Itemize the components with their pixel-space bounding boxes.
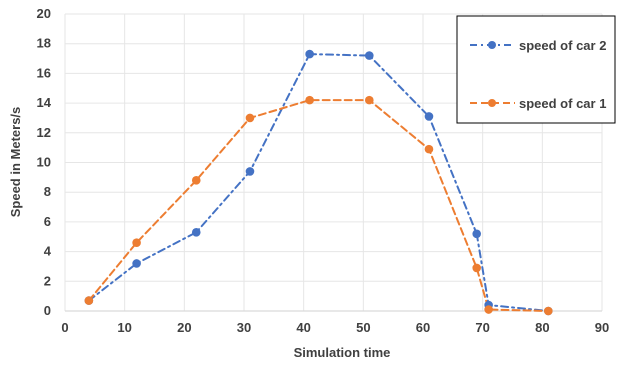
- x-tick-label: 50: [356, 320, 370, 335]
- data-point-speed-of-car-2: [424, 112, 434, 121]
- y-tick-label: 12: [37, 125, 51, 140]
- data-point-speed-of-car-2: [472, 229, 482, 239]
- y-tick-label: 8: [44, 184, 51, 199]
- legend-marker-speed-of-car-2: [488, 41, 496, 49]
- x-tick-label: 20: [177, 320, 191, 335]
- data-point-speed-of-car-2: [245, 167, 255, 176]
- data-point-speed-of-car-2: [191, 227, 201, 237]
- legend-marker-speed-of-car-1: [488, 99, 496, 107]
- x-tick-label: 30: [237, 320, 251, 335]
- y-tick-label: 4: [44, 244, 52, 259]
- x-tick-label: 90: [595, 320, 609, 335]
- data-point-speed-of-car-1: [365, 95, 374, 105]
- x-tick-label: 40: [296, 320, 310, 335]
- data-point-speed-of-car-1: [472, 263, 482, 273]
- y-tick-label: 20: [37, 6, 51, 21]
- data-point-speed-of-car-2: [365, 51, 374, 60]
- data-point-speed-of-car-1: [305, 95, 314, 105]
- data-point-speed-of-car-1: [484, 305, 493, 314]
- data-point-speed-of-car-1: [84, 296, 94, 305]
- y-axis-title: Speed in Meters/s: [8, 107, 23, 218]
- data-points: [84, 49, 553, 316]
- data-point-speed-of-car-1: [132, 238, 141, 247]
- x-tick-label: 60: [416, 320, 430, 335]
- legend-label-speed-of-car-2: speed of car 2: [519, 38, 606, 53]
- y-tick-labels: 0 2 4 6 8 10 12 14 16 18 20: [37, 6, 52, 318]
- y-tick-label: 2: [44, 273, 51, 288]
- data-point-speed-of-car-1: [544, 306, 553, 316]
- y-tick-label: 6: [44, 214, 51, 229]
- y-tick-label: 10: [37, 155, 51, 170]
- legend: speed of car 2 speed of car 1: [456, 15, 616, 124]
- data-point-speed-of-car-2: [132, 259, 141, 268]
- data-point-speed-of-car-1: [191, 176, 201, 185]
- series-lines: [87, 53, 550, 312]
- legend-box: [456, 15, 616, 124]
- y-tick-label: 0: [44, 303, 51, 318]
- series-line-speed-of-car-1: [87, 99, 550, 312]
- x-tick-label: 80: [535, 320, 549, 335]
- x-tick-label: 0: [61, 320, 68, 335]
- legend-label-speed-of-car-1: speed of car 1: [519, 96, 606, 111]
- y-tick-label: 18: [37, 36, 51, 51]
- data-point-speed-of-car-1: [245, 113, 255, 123]
- x-axis-title: Simulation time: [294, 345, 391, 360]
- y-tick-label: 14: [37, 95, 52, 110]
- series-line-speed-of-car-2: [87, 53, 550, 312]
- data-point-speed-of-car-2: [305, 49, 314, 59]
- x-tick-label: 70: [475, 320, 489, 335]
- x-tick-labels: 0 10 20 30 40 50 60 70 80 90: [61, 320, 609, 335]
- data-point-speed-of-car-1: [424, 144, 434, 154]
- y-tick-label: 16: [37, 65, 51, 80]
- x-tick-label: 10: [117, 320, 131, 335]
